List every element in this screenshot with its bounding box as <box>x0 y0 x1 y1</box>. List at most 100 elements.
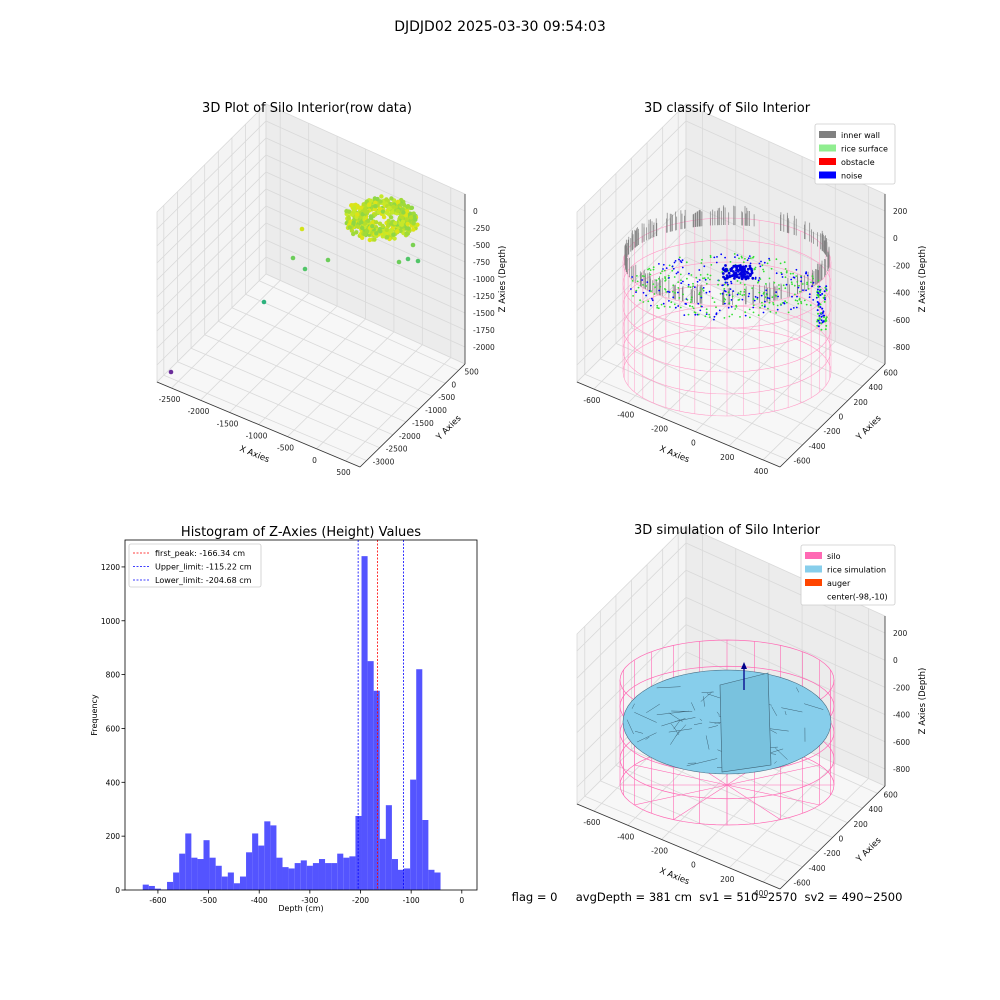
raw-point <box>391 204 396 209</box>
raw-point <box>391 232 396 237</box>
histogram-bar <box>282 867 289 890</box>
classified-point <box>780 273 783 276</box>
histogram-bar <box>337 853 344 890</box>
classified-point <box>709 316 711 318</box>
classified-point <box>662 268 664 270</box>
classified-point <box>672 296 675 299</box>
classified-point <box>705 311 708 314</box>
raw-point <box>349 203 354 208</box>
grid-line-y <box>646 312 848 402</box>
classified-point <box>762 268 764 271</box>
classified-point <box>733 253 736 255</box>
rice-mesh-line <box>771 706 778 716</box>
classified-point <box>739 316 741 318</box>
classified-point <box>724 281 727 284</box>
x-axis-line <box>576 381 781 468</box>
classified-point <box>752 306 755 309</box>
classified-point <box>709 278 711 281</box>
rice-mesh-line <box>708 725 719 729</box>
classified-point <box>656 304 659 307</box>
wall-edge-point <box>819 306 822 309</box>
classified-point <box>731 295 734 298</box>
classified-point <box>734 256 736 258</box>
x-tick-label: -500 <box>277 444 294 453</box>
classified-point <box>706 273 709 276</box>
classified-point <box>790 281 793 284</box>
raw-point <box>374 220 379 225</box>
classified-point <box>687 313 690 316</box>
histogram-bar <box>379 838 386 890</box>
grid-line-y <box>615 765 818 853</box>
rice-mesh-line <box>634 730 644 734</box>
noise-cluster-point <box>748 264 752 268</box>
raw-point <box>362 221 367 226</box>
rice-mesh-line <box>775 747 788 760</box>
noise-cluster-point <box>741 270 744 274</box>
classified-point <box>677 287 680 289</box>
histogram-bar <box>349 856 356 890</box>
classified-point <box>748 292 751 295</box>
y-tick-label: 400 <box>869 805 884 814</box>
classified-point <box>766 297 769 299</box>
classified-point <box>647 268 649 271</box>
classified-point <box>739 293 742 295</box>
classified-point <box>642 301 645 303</box>
raw-point <box>411 211 416 216</box>
noise-cluster-point <box>733 277 736 280</box>
classified-point <box>779 262 782 265</box>
grid-line-z <box>576 256 886 366</box>
wall-edge-point <box>825 317 827 320</box>
silo-base-spoke <box>726 784 820 806</box>
classified-point <box>748 308 751 311</box>
raw-point <box>378 199 383 204</box>
classified-point <box>800 280 802 283</box>
rice-mesh-line <box>656 686 681 689</box>
histogram-bar <box>294 863 301 890</box>
classified-point <box>630 288 632 290</box>
legend-swatch <box>819 144 836 152</box>
x-tick-label: 400 <box>754 889 769 898</box>
raw-point <box>373 204 378 209</box>
classified-point <box>801 283 804 285</box>
classified-point <box>795 268 798 271</box>
histogram-bar <box>173 872 180 890</box>
raw-point <box>355 212 360 217</box>
grid-line-z <box>156 256 466 366</box>
classified-point <box>654 286 656 289</box>
raw-point <box>400 219 406 224</box>
classified-point <box>803 299 806 302</box>
raw-point <box>404 209 410 214</box>
legend-box <box>814 123 896 185</box>
x-tick-label: -600 <box>583 818 600 827</box>
classified-point <box>727 306 730 309</box>
classified-point <box>698 293 700 296</box>
y-axis-line <box>779 363 886 468</box>
histogram-bar <box>179 853 186 890</box>
noise-cluster-point <box>751 276 755 280</box>
raw-point <box>389 196 394 201</box>
x-tick-label: -300 <box>301 896 318 905</box>
wall-edge-point <box>818 290 821 293</box>
classified-point <box>743 293 746 296</box>
grid-line-x <box>287 331 395 437</box>
grid-line-x <box>229 305 338 413</box>
classified-point <box>762 293 765 295</box>
rice-mesh-line <box>781 707 803 713</box>
histogram-bar <box>416 669 423 890</box>
rice-mesh-line <box>634 712 657 723</box>
y-tick-label: -2000 <box>399 432 421 441</box>
classified-point <box>724 290 727 293</box>
noise-cluster-point <box>743 268 746 271</box>
classified-point <box>720 253 723 256</box>
z-tick-label: 0 <box>893 234 898 243</box>
classified-point <box>668 264 671 267</box>
raw-point <box>406 226 411 231</box>
classified-point <box>744 311 747 314</box>
classified-point <box>674 292 676 294</box>
wall-edge-point <box>824 286 827 289</box>
legend-label: rice surface <box>841 145 888 154</box>
classified-point <box>810 281 812 284</box>
y-tick-label: 0 <box>115 886 120 895</box>
rice-mesh-line <box>668 728 693 733</box>
classified-point <box>752 298 755 300</box>
